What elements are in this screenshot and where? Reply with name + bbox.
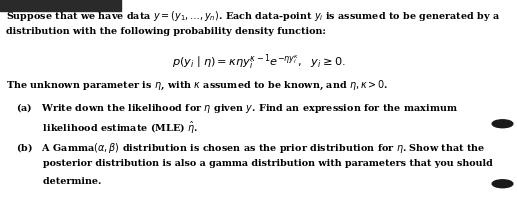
Circle shape	[492, 180, 513, 188]
Text: posterior distribution is also a gamma distribution with parameters that you sho: posterior distribution is also a gamma d…	[16, 159, 492, 168]
Text: The unknown parameter is $\eta$, with $\kappa$ assumed to be known, and $\eta,\k: The unknown parameter is $\eta$, with $\…	[6, 79, 389, 92]
Text: (b)   A Gamma$(\alpha,\beta)$ distribution is chosen as the prior distribution f: (b) A Gamma$(\alpha,\beta)$ distribution…	[16, 141, 485, 155]
Circle shape	[492, 120, 513, 128]
Text: likelihood estimate (MLE) $\hat{\eta}$.: likelihood estimate (MLE) $\hat{\eta}$.	[16, 120, 197, 136]
Text: (a)   Write down the likelihood for $\eta$ given $y$. Find an expression for the: (a) Write down the likelihood for $\eta$…	[16, 101, 458, 115]
Text: Suppose that we have data $y = (y_1,\ldots,y_n)$. Each data-point $y_i$ is assum: Suppose that we have data $y = (y_1,\ldo…	[6, 9, 500, 23]
Text: $p(y_i\mid\eta) = \kappa\eta y_i^{\kappa-1}e^{-\eta y_i^{\kappa}},\ \ y_i \geq 0: $p(y_i\mid\eta) = \kappa\eta y_i^{\kappa…	[172, 52, 345, 72]
Text: distribution with the following probability density function:: distribution with the following probabil…	[6, 27, 326, 36]
Text: determine.: determine.	[16, 177, 101, 186]
FancyBboxPatch shape	[0, 0, 121, 11]
